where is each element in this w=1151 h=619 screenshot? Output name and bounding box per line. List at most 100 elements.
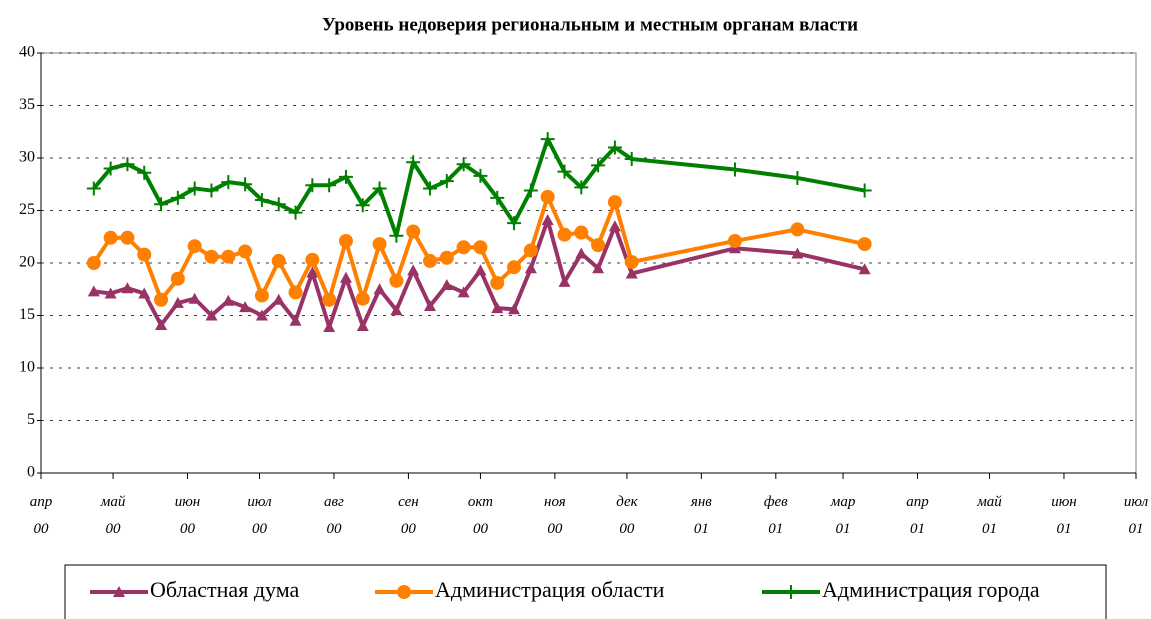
marker <box>592 262 605 274</box>
marker <box>188 292 201 304</box>
marker <box>222 294 235 306</box>
marker <box>406 224 421 239</box>
marker <box>120 230 135 245</box>
marker <box>322 178 337 193</box>
marker <box>507 260 522 275</box>
marker <box>305 178 320 193</box>
x-tick-label-line: 00 <box>34 521 50 537</box>
chart-title: Уровень недоверия региональным и местным… <box>322 14 858 35</box>
marker <box>791 247 804 259</box>
marker <box>591 238 606 253</box>
marker <box>490 275 505 290</box>
y-tick-label: 15 <box>19 306 35 323</box>
marker <box>574 225 589 240</box>
marker <box>490 190 505 205</box>
y-tick-label: 20 <box>19 254 35 271</box>
marker <box>624 254 639 269</box>
marker <box>254 288 269 303</box>
x-tick-label: окт 00 <box>468 494 493 537</box>
marker <box>121 282 134 294</box>
marker <box>790 170 805 185</box>
marker <box>624 152 639 167</box>
legend <box>64 564 1107 619</box>
marker <box>103 230 118 245</box>
x-tick-label-line: янв <box>690 494 712 510</box>
marker <box>389 228 404 243</box>
marker <box>524 262 537 274</box>
marker <box>204 183 219 198</box>
y-tick-label: 25 <box>19 201 35 218</box>
x-tick-label-line: сен <box>398 494 419 510</box>
marker <box>607 140 622 155</box>
marker <box>858 263 871 275</box>
x-tick-label-line: 00 <box>326 521 342 537</box>
marker <box>457 286 470 298</box>
marker <box>608 220 621 232</box>
marker <box>155 318 168 330</box>
marker <box>87 285 100 297</box>
marker <box>423 253 438 268</box>
marker <box>338 233 353 248</box>
marker <box>187 181 202 196</box>
x-tick-label-line: окт <box>468 494 493 510</box>
marker <box>338 169 353 184</box>
marker <box>372 237 387 252</box>
x-tick-label: июн 01 <box>1051 494 1077 537</box>
x-tick-label-line: 00 <box>180 521 196 537</box>
marker <box>607 195 622 210</box>
x-tick-label-line: 01 <box>1129 521 1144 537</box>
marker <box>439 250 454 265</box>
x-tick-label-line: июл <box>247 494 272 510</box>
marker <box>389 273 404 288</box>
marker <box>103 161 118 176</box>
marker <box>507 216 522 231</box>
marker <box>171 296 184 308</box>
marker <box>239 301 252 313</box>
marker <box>254 193 269 207</box>
marker <box>557 164 572 179</box>
x-tick-label: июл 01 <box>1124 494 1149 537</box>
marker <box>390 304 403 316</box>
marker <box>355 198 370 213</box>
marker <box>113 586 125 597</box>
x-tick-label-line: фев <box>764 494 788 510</box>
x-tick-label-line: 01 <box>982 521 997 537</box>
x-tick-label-line: апр <box>30 494 53 510</box>
x-tick-label-line: ноя <box>544 494 566 510</box>
x-tick-label-line: июн <box>175 494 201 510</box>
x-tick-label: мар 01 <box>830 494 856 537</box>
x-tick-label: авг 00 <box>324 494 344 537</box>
marker <box>456 240 471 255</box>
marker <box>271 253 286 268</box>
y-tick-label: 35 <box>19 96 35 113</box>
marker <box>355 291 370 306</box>
marker <box>170 271 185 286</box>
marker <box>790 222 805 237</box>
marker <box>857 237 872 252</box>
marker <box>86 256 101 270</box>
legend-label: Администрация города <box>822 577 1040 602</box>
marker <box>288 285 303 300</box>
marker <box>322 292 337 307</box>
marker <box>288 205 303 220</box>
marker <box>104 287 117 299</box>
marker <box>558 275 571 287</box>
marker <box>154 292 169 307</box>
y-tick-label: 30 <box>19 149 35 166</box>
marker <box>473 168 488 183</box>
marker <box>323 321 336 333</box>
x-tick-label-line: 00 <box>473 521 489 537</box>
marker <box>306 266 319 278</box>
x-tick-label-line: 00 <box>106 521 122 537</box>
x-tick-label-line: апр <box>906 494 929 510</box>
marker <box>423 181 438 196</box>
x-tick-label-line: авг <box>324 494 344 510</box>
x-tick-label-line: 01 <box>694 521 709 537</box>
marker <box>407 264 420 276</box>
marker <box>187 239 202 254</box>
marker <box>289 314 302 326</box>
x-tick-label-line: 01 <box>768 521 783 537</box>
x-tick-label: апр 01 <box>906 494 929 537</box>
marker <box>727 162 742 177</box>
x-tick-label: сен 00 <box>398 494 419 537</box>
